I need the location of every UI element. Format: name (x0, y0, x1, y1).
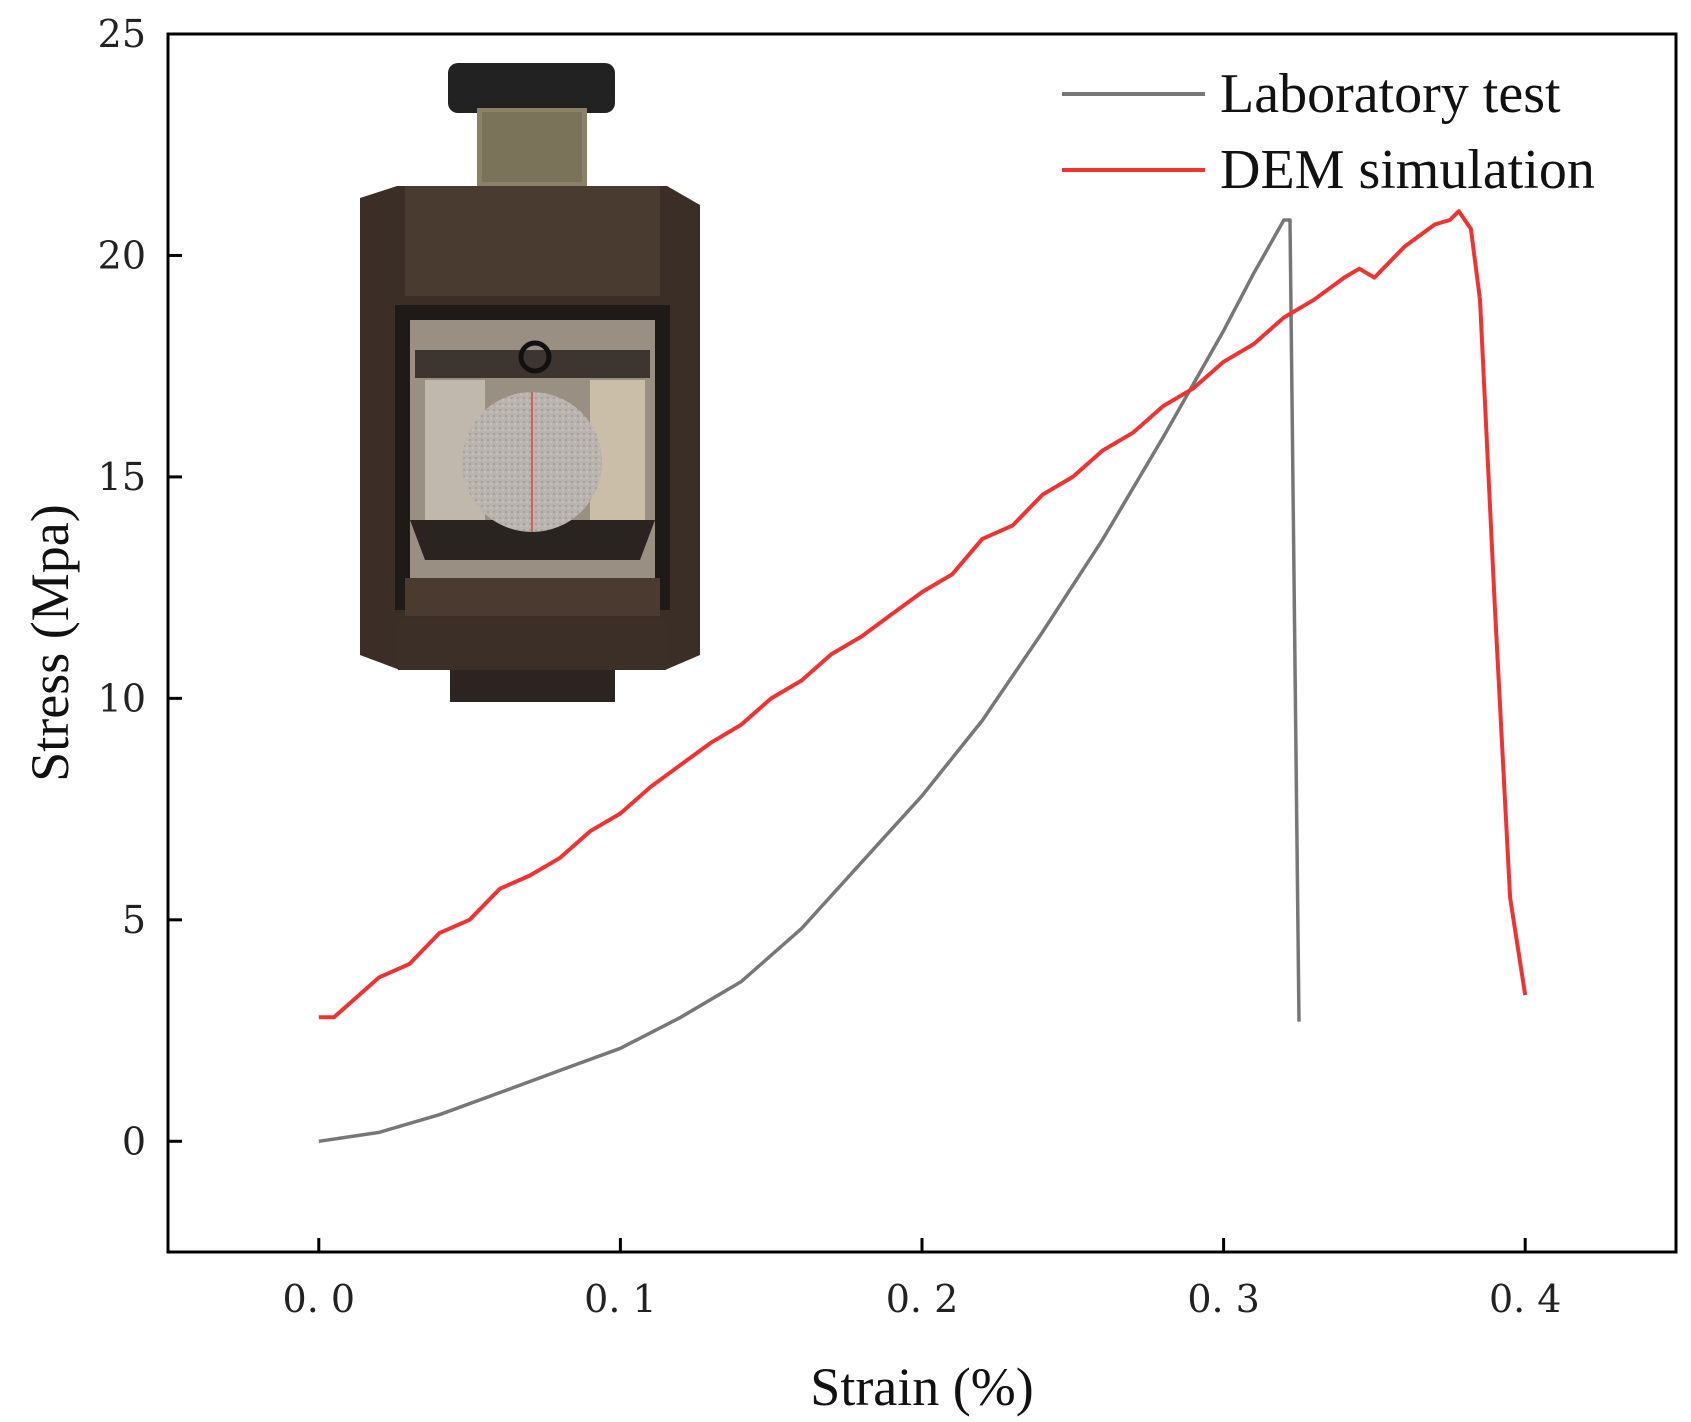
x-tick-label: 0. 1 (584, 1277, 657, 1321)
series-line-dem-simulation (318, 209, 1528, 1020)
y-tick-label: 25 (98, 12, 146, 56)
y-axis-title: Stress (Mpa) (20, 504, 80, 781)
y-tick-label: 0 (122, 1119, 146, 1163)
x-axis: 0. 0 0. 1 0. 2 0. 3 0. 4 (283, 1238, 1562, 1321)
y-tick-label: 15 (98, 455, 146, 499)
legend: Laboratory test DEM simulation (1062, 63, 1595, 201)
x-tick-label: 0. 0 (283, 1277, 356, 1321)
y-tick-label: 20 (98, 233, 146, 277)
x-tick-label: 0. 2 (886, 1277, 959, 1321)
legend-label-laboratory-test: Laboratory test (1220, 63, 1561, 125)
data-series (318, 209, 1528, 1144)
x-axis-title: Strain (%) (810, 1357, 1033, 1417)
y-tick-label: 5 (122, 898, 146, 942)
y-axis: 0 5 10 15 20 25 (98, 12, 182, 1163)
y-tick-label: 10 (98, 676, 146, 720)
compression-test-rig-photo-icon (360, 63, 700, 702)
x-tick-label: 0. 4 (1489, 1277, 1562, 1321)
legend-label-dem-simulation: DEM simulation (1220, 139, 1595, 201)
series-line-laboratory-test (318, 218, 1301, 1144)
x-tick-label: 0. 3 (1187, 1277, 1260, 1321)
